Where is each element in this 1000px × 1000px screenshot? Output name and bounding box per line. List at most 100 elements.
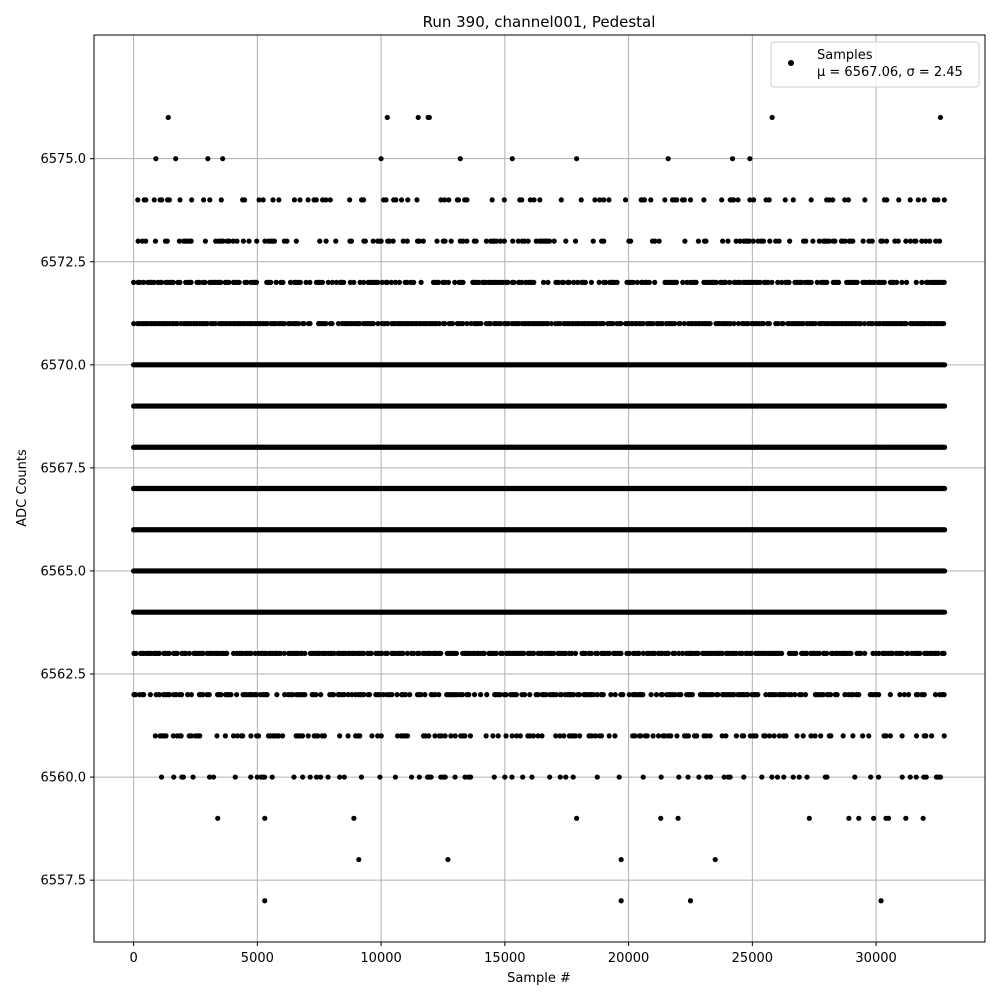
data-point: [143, 238, 149, 244]
data-point: [672, 692, 678, 698]
data-point: [416, 774, 422, 780]
data-point: [218, 197, 224, 203]
data-point: [606, 650, 612, 657]
data-point: [520, 774, 526, 780]
data-point: [679, 650, 686, 657]
data-point: [937, 114, 944, 121]
data-point: [357, 320, 363, 327]
data-point: [460, 238, 466, 244]
data-point: [426, 114, 432, 121]
data-point: [895, 238, 901, 244]
data-point: [396, 279, 403, 285]
data-point: [875, 774, 882, 780]
data-point: [521, 238, 528, 244]
data-point: [305, 197, 311, 203]
data-point: [377, 774, 383, 780]
data-point: [687, 898, 694, 904]
data-point: [905, 692, 912, 698]
data-point: [361, 197, 367, 203]
data-point: [515, 238, 521, 244]
data-point: [731, 320, 737, 327]
data-point: [735, 197, 741, 203]
data-point: [331, 692, 337, 698]
data-point: [662, 197, 668, 203]
data-point: [384, 650, 390, 657]
data-point: [487, 320, 494, 327]
data-point: [156, 650, 163, 657]
data-point: [913, 774, 919, 780]
data-point: [307, 774, 313, 780]
data-point: [200, 650, 206, 657]
data-point: [289, 692, 296, 698]
data-point: [151, 279, 157, 285]
data-point: [441, 197, 448, 203]
data-point: [262, 238, 268, 244]
data-point: [804, 774, 810, 780]
data-point: [618, 898, 624, 904]
data-point: [557, 733, 563, 739]
data-point: [779, 650, 785, 657]
data-point: [517, 733, 524, 739]
data-point: [442, 320, 448, 327]
data-point: [244, 279, 250, 285]
data-point: [521, 650, 527, 657]
data-point: [719, 197, 725, 203]
data-point: [501, 238, 507, 244]
data-point: [333, 279, 340, 285]
data-point: [505, 320, 512, 327]
data-point: [501, 197, 507, 203]
data-point: [449, 320, 456, 327]
data-point: [659, 692, 665, 698]
data-point: [307, 320, 313, 327]
data-point: [903, 279, 910, 285]
data-point: [905, 650, 911, 657]
data-point: [721, 774, 727, 780]
data-point: [594, 650, 601, 657]
data-point: [915, 197, 921, 203]
data-point: [856, 692, 862, 698]
data-point: [246, 238, 252, 244]
y-tick-label: 6565.0: [41, 564, 87, 579]
data-point: [628, 238, 634, 244]
data-point: [707, 733, 713, 739]
data-point: [394, 692, 400, 698]
data-point: [834, 692, 840, 698]
data-point: [253, 279, 260, 285]
data-point: [935, 650, 941, 657]
data-point: [261, 774, 268, 780]
data-point: [876, 650, 882, 657]
data-point: [141, 692, 147, 698]
data-point: [783, 733, 789, 739]
data-point: [260, 197, 266, 203]
data-point: [798, 692, 805, 698]
data-point: [606, 197, 612, 203]
data-point: [535, 692, 541, 698]
data-point: [234, 692, 240, 698]
data-point: [200, 692, 206, 698]
data-point: [313, 774, 320, 780]
data-point: [503, 692, 509, 698]
data-point: [133, 692, 139, 698]
data-point: [760, 320, 767, 327]
data-point: [582, 279, 589, 285]
data-point: [537, 197, 543, 203]
data-point: [466, 692, 472, 698]
data-point: [341, 774, 347, 780]
data-point: [596, 279, 602, 285]
data-point: [531, 650, 537, 657]
data-point: [810, 238, 816, 244]
y-axis-label: ADC Counts: [15, 449, 30, 527]
data-point: [689, 692, 695, 698]
data-point: [694, 733, 700, 739]
data-point: [189, 197, 195, 203]
data-point: [658, 815, 664, 821]
data-point: [832, 238, 838, 244]
data-point: [333, 238, 339, 244]
data-point: [442, 238, 448, 244]
data-point: [502, 774, 508, 780]
data-point: [206, 774, 213, 780]
data-point: [907, 197, 913, 203]
data-point: [188, 279, 194, 285]
data-point: [547, 774, 553, 780]
data-point: [230, 238, 236, 244]
